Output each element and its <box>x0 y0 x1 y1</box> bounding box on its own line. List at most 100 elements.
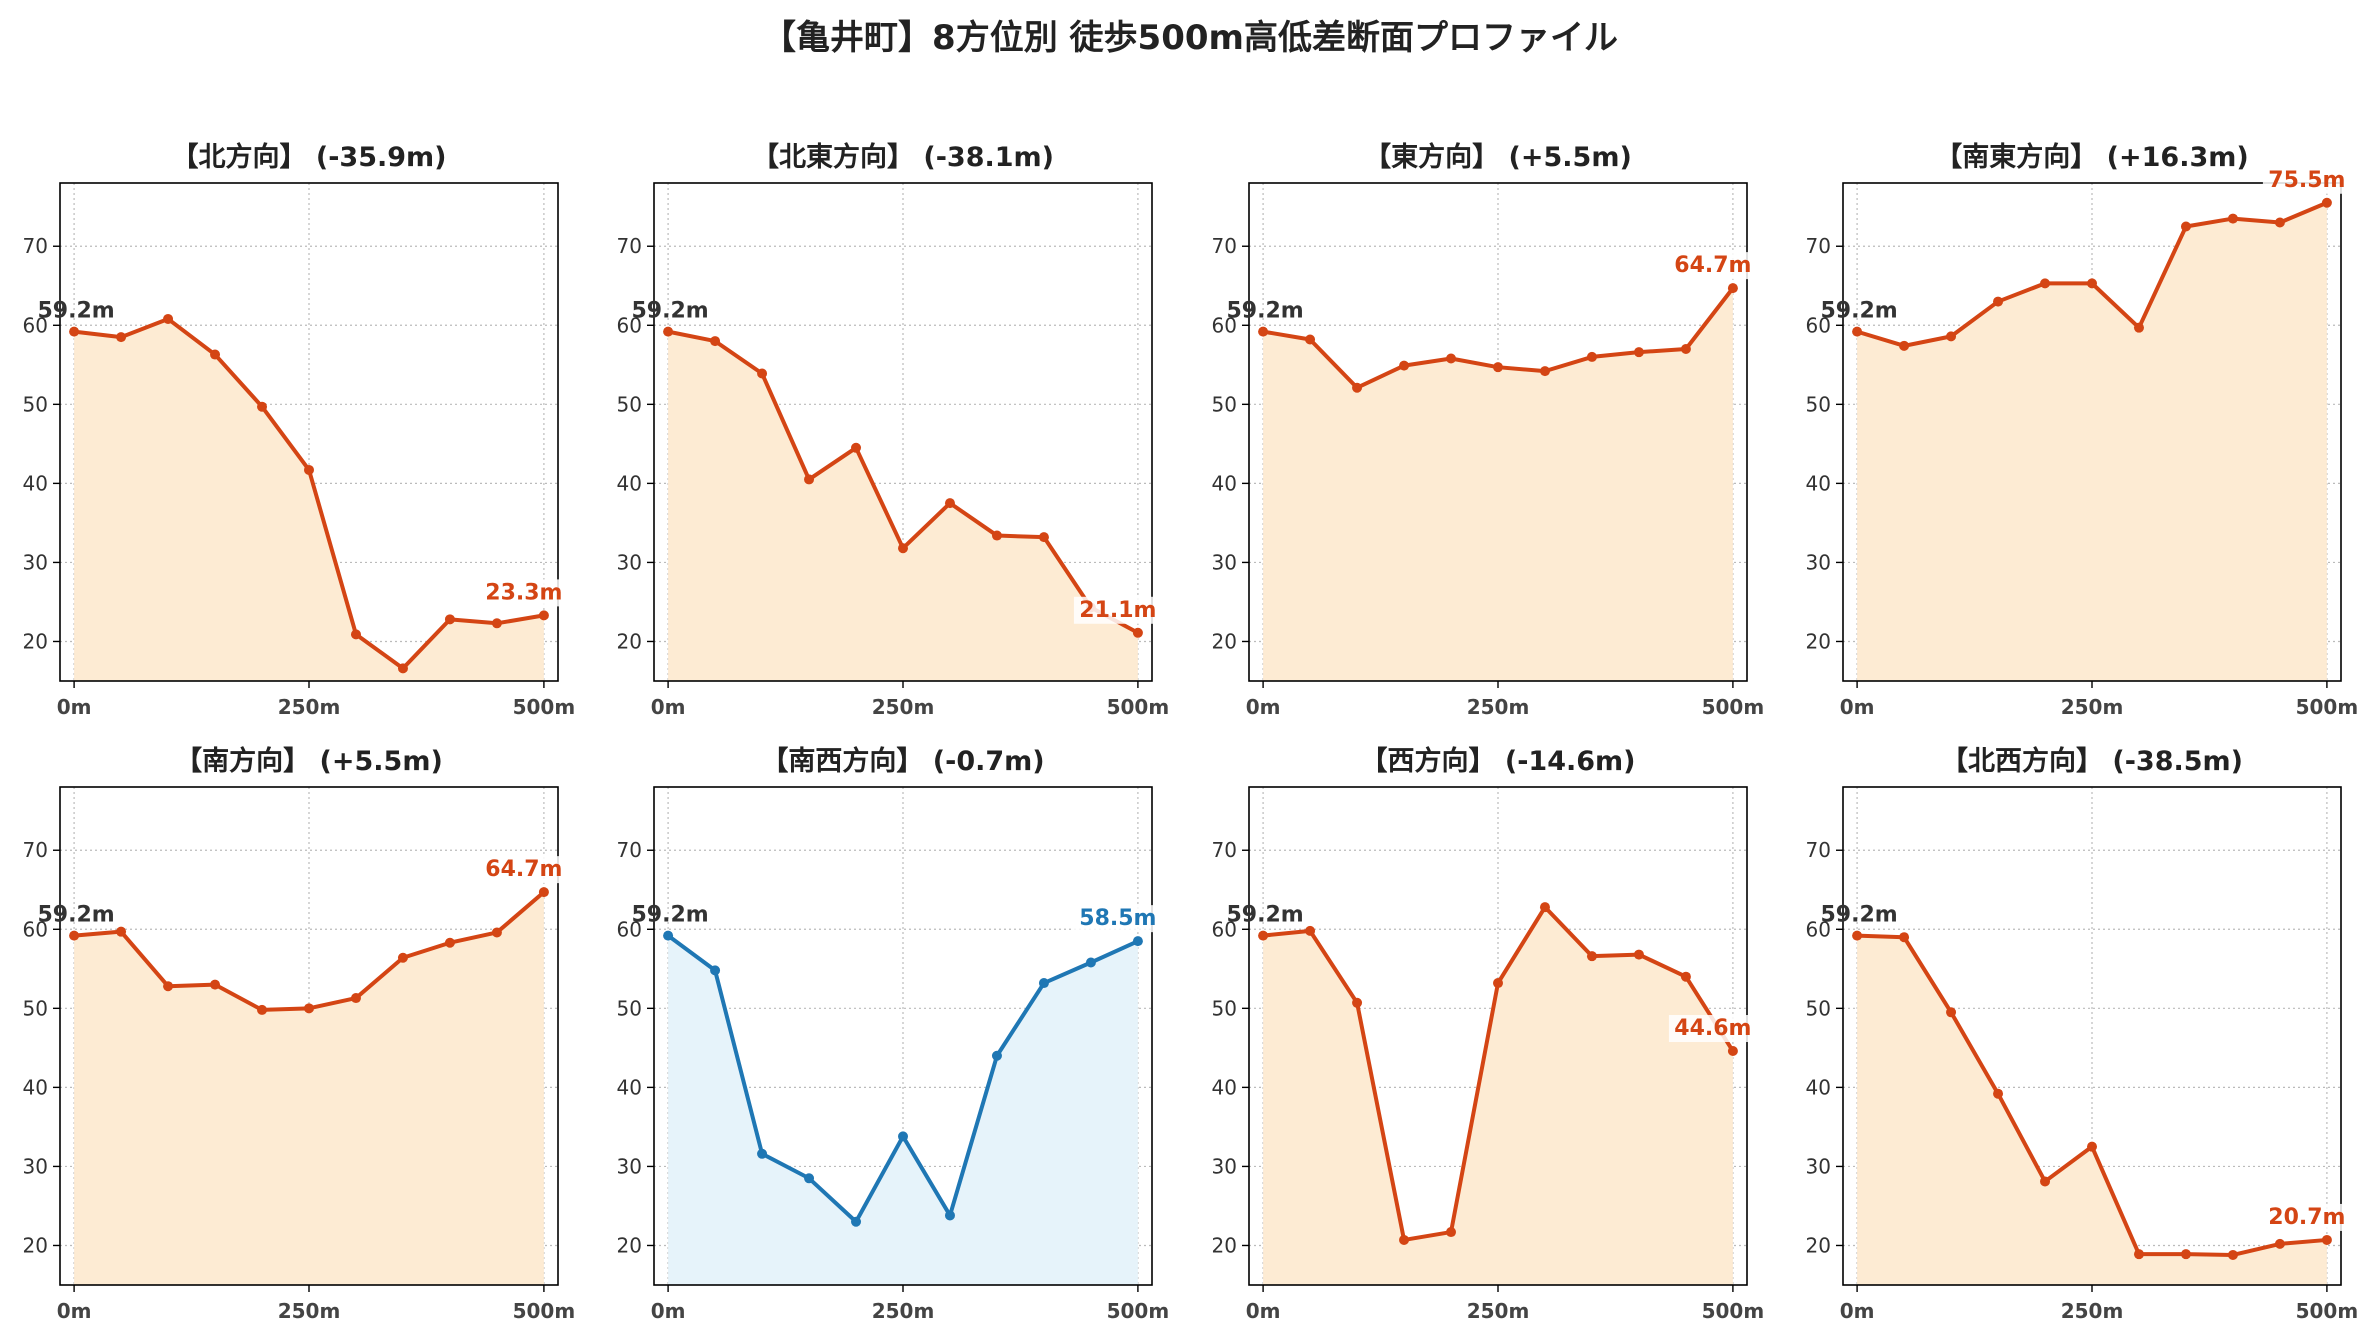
y-tick-label: 60 <box>1212 313 1237 337</box>
data-point <box>1727 1046 1738 1057</box>
elevation-fill <box>1857 202 2327 681</box>
data-point <box>1038 532 1049 543</box>
end-elevation-label: 44.6m <box>1674 1016 1751 1041</box>
y-tick-label: 40 <box>1806 471 1831 495</box>
end-elevation-label: 23.3m <box>485 580 562 605</box>
y-tick-label: 30 <box>617 550 642 574</box>
y-tick-label: 60 <box>1212 917 1237 941</box>
y-tick-label: 70 <box>23 838 48 862</box>
x-tick-label: 500m <box>1107 695 1170 719</box>
elevation-fill <box>74 892 544 1285</box>
start-elevation-label: 59.2m <box>1226 299 1303 324</box>
data-point <box>1539 902 1550 913</box>
data-point <box>257 401 268 412</box>
panel-title: 【南西方向】 (-0.7m) <box>761 745 1044 777</box>
y-tick-label: 20 <box>1806 1233 1831 1257</box>
y-tick-label: 20 <box>23 629 48 653</box>
data-point <box>663 930 674 941</box>
data-point <box>2133 322 2144 333</box>
y-tick-label: 40 <box>23 471 48 495</box>
data-point <box>851 1216 862 1227</box>
data-point <box>1399 360 1410 371</box>
y-tick-label: 30 <box>1212 550 1237 574</box>
x-tick-label: 500m <box>513 1299 576 1323</box>
data-point <box>1727 283 1738 294</box>
panel-title: 【東方向】 (+5.5m) <box>1364 141 1632 173</box>
data-point <box>757 368 768 379</box>
profile-panel: 20 30 40 50 60 70 0m 250m 500m 【東方向】 (+5.5m) 59.2m… <box>1212 141 1765 719</box>
x-tick-label: 250m <box>2061 1299 2124 1323</box>
data-point <box>2133 1249 2144 1260</box>
start-elevation-label: 59.2m <box>631 299 708 324</box>
end-elevation-label: 21.1m <box>1079 598 1156 623</box>
data-point <box>2087 1141 2097 1152</box>
figure-title: 【亀井町】8方位別 徒歩500m高低差断面プロファイル <box>762 18 1618 58</box>
y-tick-label: 50 <box>1212 996 1237 1020</box>
y-tick-label: 50 <box>1806 392 1831 416</box>
panel-title: 【北西方向】 (-38.5m) <box>1941 745 2243 777</box>
data-point <box>2087 278 2097 289</box>
end-label-background <box>479 579 568 607</box>
y-tick-label: 20 <box>617 629 642 653</box>
data-point <box>663 326 674 337</box>
end-label-background <box>1073 596 1162 624</box>
data-point <box>163 313 174 324</box>
y-tick-label: 40 <box>23 1075 48 1099</box>
end-label-background <box>2262 166 2351 194</box>
y-tick-label: 50 <box>23 996 48 1020</box>
data-point <box>851 442 862 453</box>
data-point <box>2040 1176 2051 1187</box>
elevation-fill <box>668 331 1138 681</box>
data-point <box>1852 930 1863 941</box>
elevation-fill <box>1263 288 1733 681</box>
data-point <box>397 952 408 963</box>
data-point <box>69 930 80 941</box>
data-point <box>1352 997 1363 1008</box>
y-tick-label: 40 <box>617 471 642 495</box>
data-point <box>2227 213 2238 224</box>
data-point <box>116 332 127 343</box>
data-point <box>1399 1234 1410 1245</box>
x-tick-label: 0m <box>1840 695 1875 719</box>
data-point <box>991 530 1002 541</box>
elevation-fill <box>1857 935 2327 1285</box>
start-elevation-label: 59.2m <box>37 299 114 324</box>
data-point <box>757 1148 768 1159</box>
x-tick-label: 250m <box>872 1299 935 1323</box>
profile-panel: 20 30 40 50 60 70 0m 250m 500m 【北西方向】 (-38.5m) 59.… <box>1806 745 2359 1323</box>
panel-title: 【西方向】 (-14.6m) <box>1360 745 1635 777</box>
end-label-background <box>1073 905 1162 933</box>
end-elevation-label: 64.7m <box>485 857 562 882</box>
end-elevation-label: 64.7m <box>1674 253 1751 278</box>
data-point <box>1258 930 1269 941</box>
data-point <box>1946 1007 1957 1018</box>
profile-panel: 20 30 40 50 60 70 0m 250m 500m 【南西方向】 (-0.7m) 59.2… <box>617 745 1170 1323</box>
data-point <box>1852 326 1863 337</box>
data-point <box>538 887 549 898</box>
y-tick-label: 20 <box>1212 629 1237 653</box>
data-point <box>1352 382 1363 393</box>
y-tick-label: 60 <box>1806 313 1831 337</box>
y-tick-label: 40 <box>1212 1075 1237 1099</box>
data-point <box>1899 340 1910 351</box>
data-point <box>69 326 80 337</box>
data-point <box>1586 951 1597 962</box>
data-point <box>1085 957 1096 968</box>
y-tick-label: 50 <box>617 392 642 416</box>
y-tick-label: 70 <box>617 838 642 862</box>
data-point <box>491 927 502 938</box>
data-point <box>944 498 955 509</box>
y-tick-label: 20 <box>23 1233 48 1257</box>
data-point <box>210 979 221 990</box>
y-tick-label: 60 <box>23 313 48 337</box>
x-tick-label: 0m <box>1246 1299 1281 1323</box>
data-point <box>444 614 455 625</box>
data-point <box>2274 217 2285 228</box>
y-tick-label: 50 <box>617 996 642 1020</box>
end-label-background <box>479 856 568 884</box>
y-tick-label: 70 <box>1806 838 1831 862</box>
profile-panel: 20 30 40 50 60 70 0m 250m 500m 【西方向】 (-14.6m) 59.2… <box>1212 745 1765 1323</box>
panel-title: 【南東方向】 (+16.3m) <box>1935 141 2248 173</box>
start-elevation-label: 59.2m <box>1820 903 1897 928</box>
y-tick-label: 30 <box>23 1154 48 1178</box>
